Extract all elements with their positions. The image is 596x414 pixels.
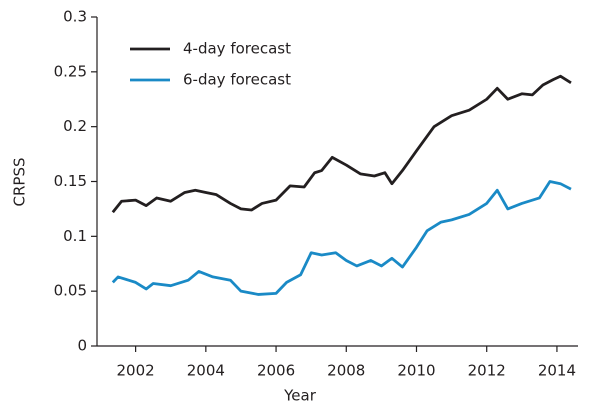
x-tick-label: 2010 <box>397 362 435 380</box>
x-tick-label: 2008 <box>327 362 365 380</box>
y-tick-label: 0.05 <box>54 282 87 300</box>
x-tick-label: 2006 <box>257 362 295 380</box>
x-tick-label: 2004 <box>187 362 225 380</box>
y-tick-label: 0 <box>77 337 87 355</box>
series-line <box>111 74 572 214</box>
y-tick-label: 0.25 <box>54 62 87 80</box>
y-axis-label: CRPSS <box>11 158 29 207</box>
x-tick-label: 2002 <box>117 362 155 380</box>
y-tick-label: 0.1 <box>63 227 87 245</box>
y-tick-label: 0.15 <box>54 172 87 190</box>
x-tick-label: 2014 <box>538 362 576 380</box>
series-line <box>111 180 572 296</box>
legend-label: 6-day forecast <box>183 71 291 89</box>
y-tick-label: 0.2 <box>63 117 87 135</box>
x-axis-label: Year <box>283 387 317 405</box>
legend-label: 4-day forecast <box>183 40 291 58</box>
y-tick-label: 0.3 <box>63 8 87 26</box>
x-tick-label: 2012 <box>468 362 506 380</box>
